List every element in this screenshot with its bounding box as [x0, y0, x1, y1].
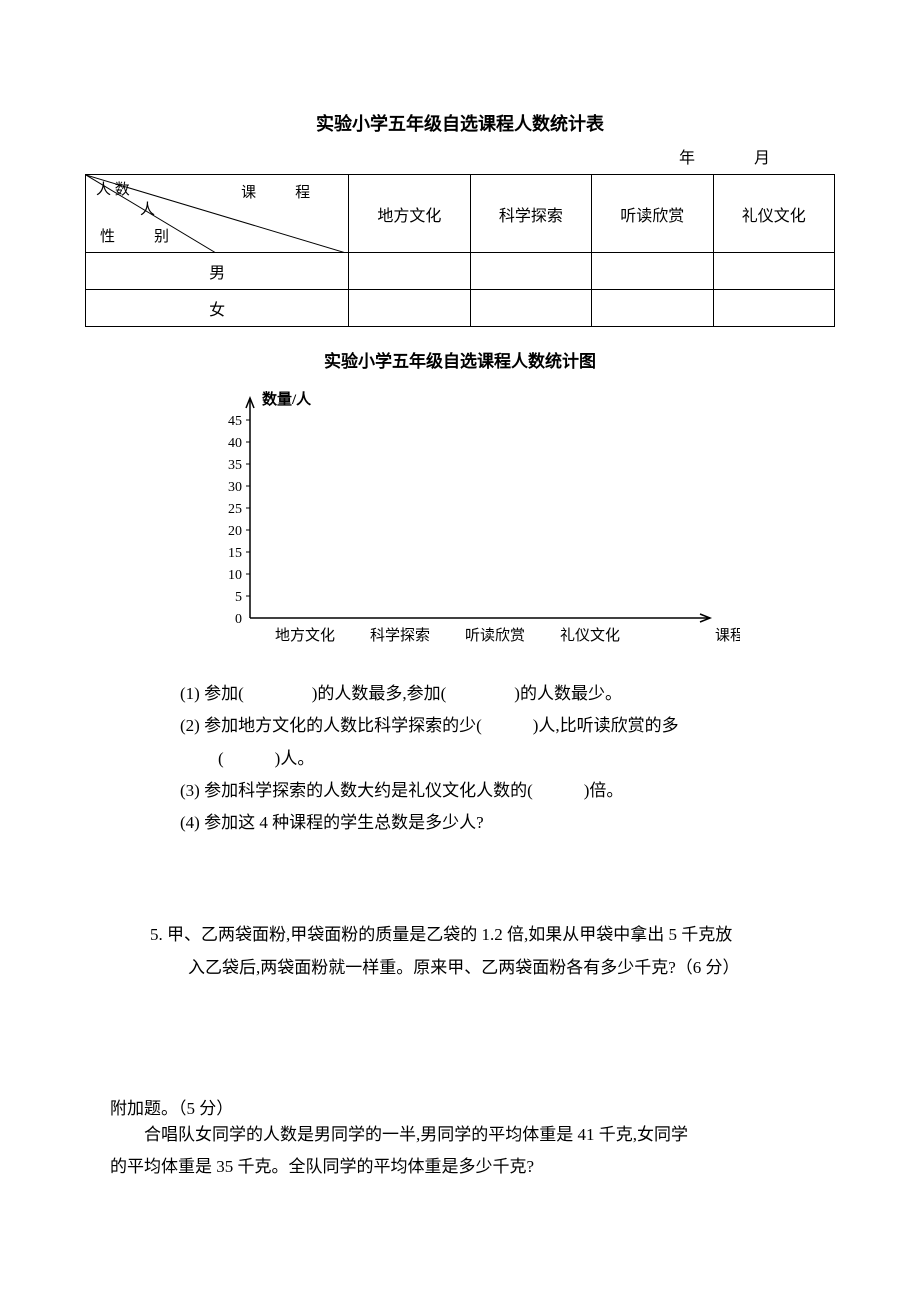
- table-cell: [349, 290, 470, 327]
- col-header: 科学探索: [470, 175, 591, 253]
- svg-text:礼仪文化: 礼仪文化: [560, 627, 620, 644]
- extra-title: 附加题。（5 分）: [110, 1094, 850, 1119]
- row-header: 男: [86, 253, 349, 290]
- svg-text:45: 45: [228, 414, 242, 429]
- extra-line2: 的平均体重是 35 千克。全队同学的平均体重是多少千克?: [110, 1151, 534, 1183]
- svg-text:20: 20: [228, 524, 242, 539]
- svg-text:0: 0: [235, 612, 242, 627]
- question-2b: ( )人。: [218, 743, 800, 775]
- svg-text:科学探索: 科学探索: [370, 627, 430, 644]
- problem-5: 5. 甲、乙两袋面粉,甲袋面粉的质量是乙袋的 1.2 倍,如果从甲袋中拿出 5 …: [150, 919, 800, 984]
- chart-container: 数量/人 0 5 10 15 20 25 30 35 40 45 地方文化 科学探索 听读欣赏 礼仪文化 课程: [180, 378, 740, 658]
- svg-text:课程: 课程: [715, 627, 740, 644]
- svg-text:地方文化: 地方文化: [275, 627, 335, 644]
- chart-title: 实验小学五年级自选课程人数统计图: [70, 347, 850, 372]
- col-header: 听读欣赏: [592, 175, 713, 253]
- table-row: 男: [86, 253, 835, 290]
- diagonal-header-cell: 人 数 人 课 程 性 别: [86, 175, 349, 253]
- svg-text:数量/人: 数量/人: [262, 390, 312, 408]
- svg-text:30: 30: [228, 480, 242, 495]
- col-header: 礼仪文化: [713, 175, 834, 253]
- table-cell: [592, 253, 713, 290]
- table-row: 女: [86, 290, 835, 327]
- problem-5-line1: 甲、乙两袋面粉,甲袋面粉的质量是乙袋的 1.2 倍,如果从甲袋中拿出 5 千克放: [167, 925, 732, 944]
- extra-line1: 合唱队女同学的人数是男同学的一半,男同学的平均体重是 41 千克,女同学: [144, 1125, 688, 1144]
- col-header: 地方文化: [349, 175, 470, 253]
- extra-body: 合唱队女同学的人数是男同学的一半,男同学的平均体重是 41 千克,女同学 的平均…: [110, 1119, 800, 1184]
- question-1: (1) 参加( )的人数最多,参加( )的人数最少。: [180, 678, 800, 710]
- diag-course-label: 课 程: [241, 181, 322, 202]
- row-header: 女: [86, 290, 349, 327]
- problem-5-line2: 入乙袋后,两袋面粉就一样重。原来甲、乙两袋面粉各有多少千克?（6 分）: [188, 952, 800, 984]
- month-label: 月: [754, 150, 770, 167]
- svg-text:听读欣赏: 听读欣赏: [465, 627, 525, 644]
- bar-chart: 数量/人 0 5 10 15 20 25 30 35 40 45 地方文化 科学探索 听读欣赏 礼仪文化 课程: [180, 378, 740, 658]
- table-cell: [592, 290, 713, 327]
- table-cell: [713, 253, 834, 290]
- diag-count-label: 人 数 人: [96, 181, 155, 220]
- svg-text:35: 35: [228, 458, 242, 473]
- svg-text:5: 5: [235, 590, 242, 605]
- table-cell: [470, 290, 591, 327]
- stats-table: 人 数 人 课 程 性 别 地方文化 科学探索 听读欣赏 礼仪文化 男 女: [85, 174, 835, 327]
- svg-text:15: 15: [228, 546, 242, 561]
- date-row: 年 月: [70, 144, 850, 168]
- diag-gender-label: 性 别: [100, 225, 181, 246]
- year-label: 年: [679, 150, 695, 167]
- question-3: (3) 参加科学探索的人数大约是礼仪文化人数的( )倍。: [180, 775, 800, 807]
- question-2a: (2) 参加地方文化的人数比科学探索的少( )人,比听读欣赏的多: [180, 710, 800, 742]
- questions-block: (1) 参加( )的人数最多,参加( )的人数最少。 (2) 参加地方文化的人数…: [180, 678, 800, 839]
- svg-text:10: 10: [228, 568, 242, 583]
- table-cell: [470, 253, 591, 290]
- svg-text:25: 25: [228, 502, 242, 517]
- problem-5-num: 5.: [150, 925, 163, 944]
- table-title: 实验小学五年级自选课程人数统计表: [70, 110, 850, 136]
- question-4: (4) 参加这 4 种课程的学生总数是多少人?: [180, 807, 800, 839]
- table-cell: [713, 290, 834, 327]
- svg-text:40: 40: [228, 436, 242, 451]
- table-cell: [349, 253, 470, 290]
